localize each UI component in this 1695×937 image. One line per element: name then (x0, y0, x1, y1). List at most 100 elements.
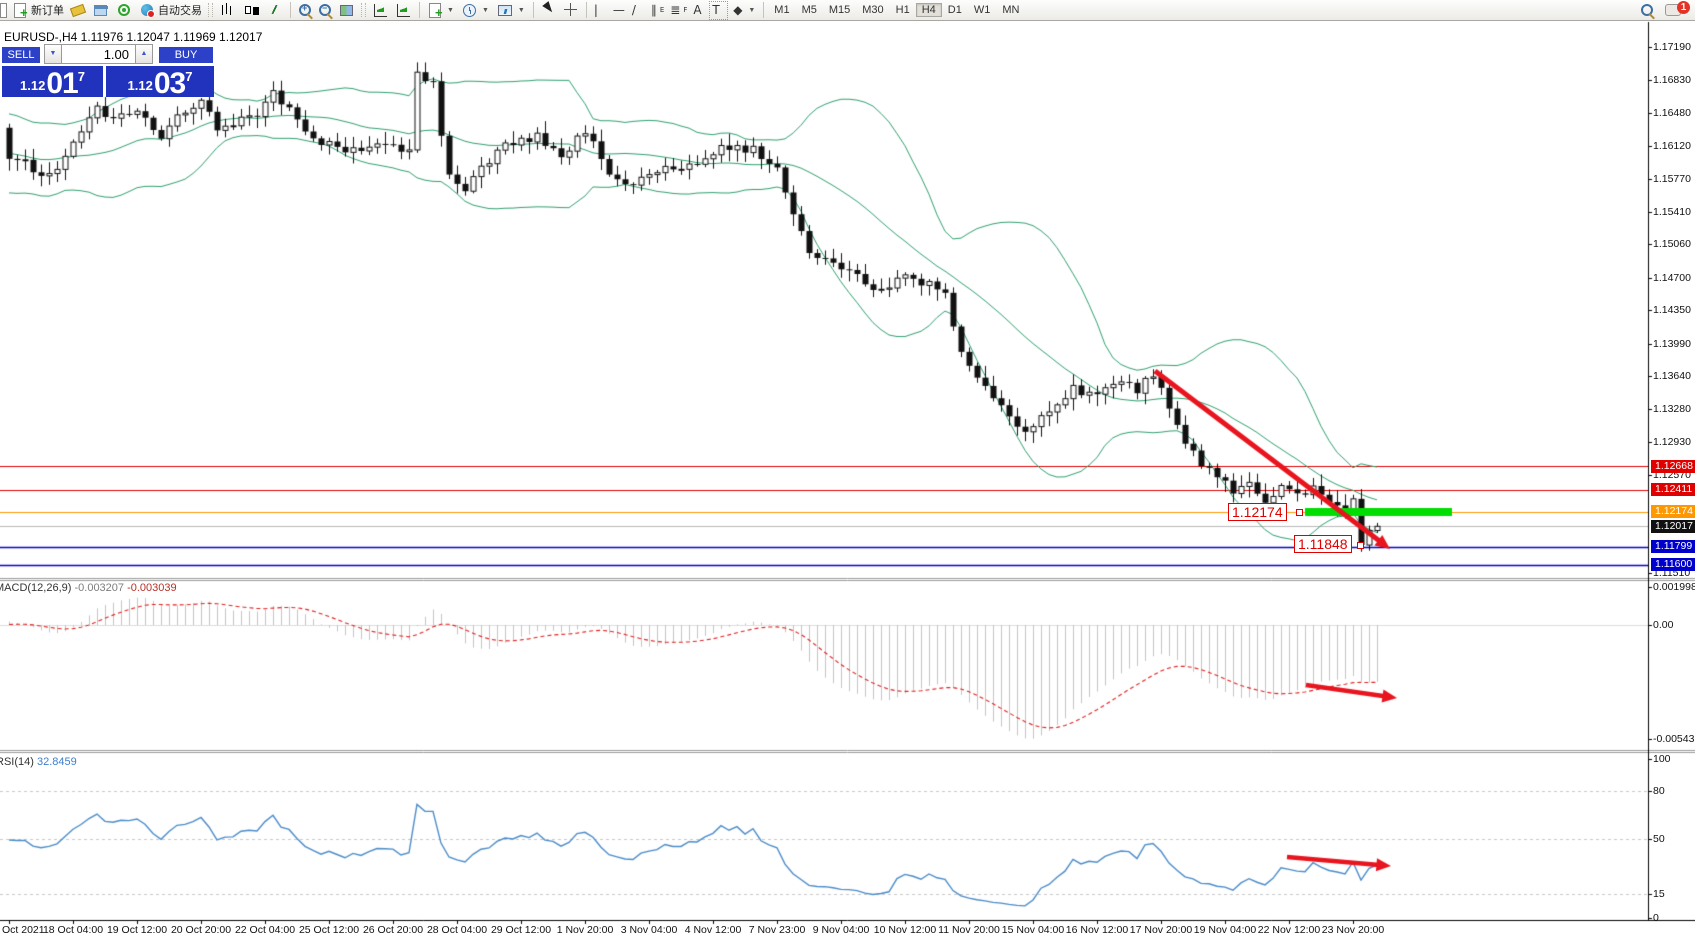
time-axis-label: 22 Oct 04:00 (234, 924, 296, 936)
price-callout-1.12174[interactable]: 1.12174 (1228, 503, 1287, 521)
bar-chart-icon (220, 2, 236, 18)
tile-windows-button[interactable] (335, 1, 358, 20)
text-label-tool[interactable]: T (709, 0, 729, 20)
market-watch-icon (94, 4, 108, 16)
auto-trading-label: 自动交易 (158, 5, 202, 17)
new-order-label: 新订单 (31, 5, 64, 17)
history-center-button[interactable] (67, 1, 89, 20)
horizontal-line-tool[interactable]: — (612, 3, 625, 17)
time-axis-label: 3 Nov 04:00 (620, 924, 678, 936)
sell-price-small: 1.12 (20, 78, 46, 93)
clipped-icon (0, 2, 7, 18)
new-order-button[interactable]: 新订单 (9, 1, 67, 20)
buy-button[interactable]: BUY (159, 47, 213, 63)
price-axis-label: 1.16120 (1653, 140, 1691, 153)
timeframe-h4[interactable]: H4 (915, 3, 942, 17)
symbol-info: EURUSD-,H4 1.11976 1.12047 1.11969 1.120… (4, 30, 263, 44)
auto-trading-button[interactable]: 自动交易 (136, 1, 205, 20)
time-axis-label: 7 Nov 23:00 (748, 924, 806, 936)
macd-value-2: -0.003039 (127, 582, 177, 594)
tile-windows-icon (340, 4, 353, 16)
volume-decrease-button[interactable]: ▼ (44, 44, 62, 64)
time-axis-label: Oct 2021 (2, 924, 45, 936)
zoom-in-button[interactable]: + (295, 1, 315, 20)
periods-button[interactable]: ▼ (458, 1, 493, 20)
macd-axis-label: -0.005433 (1653, 733, 1695, 746)
signals-button[interactable] (112, 1, 136, 20)
toolbar-grip[interactable] (361, 3, 366, 17)
zoom-out-button[interactable]: − (315, 1, 335, 20)
rsi-axis-label: 50 (1653, 832, 1665, 845)
zoom-in-icon: + (299, 3, 311, 16)
sell-price-big: 01 (46, 67, 78, 100)
channel-tool[interactable]: ∥ E (650, 3, 665, 17)
time-axis-label: 9 Nov 04:00 (812, 924, 870, 936)
volume-increase-button[interactable]: ▲ (135, 44, 153, 64)
add-indicator-icon (429, 2, 443, 20)
timeframe-d1[interactable]: D1 (947, 4, 962, 16)
macd-name: MACD(12,26,9) (0, 582, 72, 594)
price-callout-1.11848[interactable]: 1.11848 (1294, 535, 1352, 553)
crosshair-button[interactable] (560, 1, 582, 20)
crosshair-icon (563, 2, 579, 18)
chart-shift-button[interactable] (392, 1, 415, 20)
periods-clock-icon (462, 3, 476, 17)
line-chart-icon (267, 2, 283, 18)
price-level-badge: 1.12668 (1651, 459, 1695, 473)
arrows-tool[interactable]: ◆ ▼ (733, 3, 756, 17)
templates-button[interactable]: ▼ (493, 1, 529, 20)
time-axis-label: 25 Oct 12:00 (298, 924, 360, 936)
fibonacci-tool[interactable]: ≣ F (670, 3, 688, 17)
cursor-icon (541, 2, 557, 18)
price-level-badge: 1.12017 (1651, 519, 1695, 533)
time-axis-label: 23 Nov 20:00 (1321, 924, 1385, 936)
auto-scroll-button[interactable] (369, 1, 392, 20)
bar-chart-mode-button[interactable] (216, 1, 240, 20)
template-icon (497, 4, 512, 16)
time-axis-label: 4 Nov 12:00 (684, 924, 742, 936)
zoom-out-icon: − (319, 3, 331, 16)
notification-badge[interactable]: 1 (1677, 1, 1690, 14)
auto-trading-icon (141, 4, 155, 18)
price-axis-label: 1.13640 (1653, 369, 1691, 382)
price-axis-label: 1.17190 (1653, 41, 1691, 53)
candlestick-chart-icon (244, 2, 260, 18)
callout-anchor[interactable] (1357, 542, 1364, 549)
buy-price-panel[interactable]: 1.12 03 7 (106, 66, 214, 99)
timeframe-w1[interactable]: W1 (973, 4, 991, 16)
toolbar-separator (419, 2, 420, 18)
chart-shift-icon (397, 3, 410, 17)
line-chart-mode-button[interactable] (264, 1, 286, 20)
sell-button[interactable]: SELL (2, 47, 40, 63)
time-axis-label: 18 Oct 04:00 (42, 924, 104, 936)
auto-scroll-icon (374, 3, 387, 17)
volume-input[interactable] (62, 44, 135, 64)
price-axis-label: 1.12930 (1653, 435, 1691, 448)
time-axis-label: 15 Nov 04:00 (1001, 924, 1065, 936)
rsi-axis-label: 15 (1653, 888, 1665, 901)
toolbar-separator (585, 2, 587, 18)
signals-icon (118, 4, 130, 16)
price-axis-label: 1.14350 (1653, 304, 1691, 317)
price-axis-label: 1.16480 (1653, 106, 1691, 119)
rsi-axis-label: 80 (1653, 784, 1665, 797)
trendline-tool[interactable]: / (631, 3, 636, 17)
toolbar-grip[interactable] (208, 3, 213, 17)
vertical-line-tool[interactable]: | (593, 3, 598, 17)
timeframe-mn[interactable]: MN (1002, 4, 1020, 16)
market-watch-button[interactable] (89, 1, 112, 20)
cursor-button[interactable] (538, 1, 560, 20)
timeframe-m5[interactable]: M5 (801, 4, 817, 16)
buy-price-sup: 7 (185, 69, 193, 84)
search-button[interactable] (1637, 1, 1657, 20)
indicators-button[interactable]: ▼ (424, 1, 458, 20)
text-tool[interactable]: A (693, 3, 702, 17)
timeframe-m30[interactable]: M30 (862, 4, 884, 16)
timeframe-m15[interactable]: M15 (828, 4, 851, 16)
sell-price-panel[interactable]: 1.12 01 7 (2, 66, 103, 100)
timeframe-m1[interactable]: M1 (774, 4, 790, 16)
timeframe-h1[interactable]: H1 (895, 4, 910, 16)
candle-chart-mode-button[interactable] (240, 1, 264, 20)
callout-anchor[interactable] (1296, 509, 1303, 516)
